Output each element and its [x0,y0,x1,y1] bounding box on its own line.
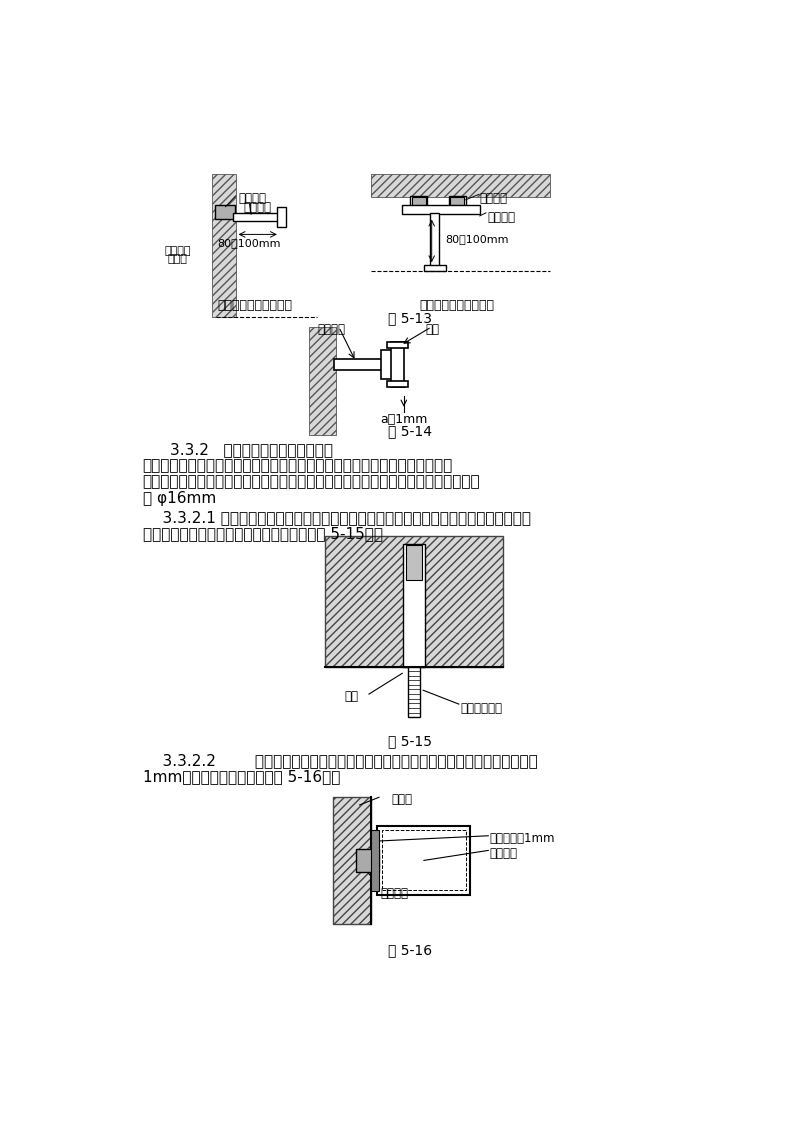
Bar [325,537,503,667]
Text: 3.3.2.1 打膨胀螺栓孔，位置要准确且要垂直于墙面，深度要适当。一向以膨胀螺栓被: 3.3.2.1 打膨胀螺栓孔，位置要准确且要垂直于墙面，深度要适当。一向以膨胀螺… [142,511,530,525]
Bar [406,546,422,580]
Text: 导轨架: 导轨架 [167,254,187,264]
Bar [391,342,404,387]
Text: 图 5-16: 图 5-16 [388,944,432,958]
Text: 80～100mm: 80～100mm [217,238,281,248]
Bar [214,205,235,218]
Text: 导轨: 导轨 [426,323,439,336]
Text: 与墙距离: 与墙距离 [164,246,190,256]
Text: 图 5-14: 图 5-14 [388,424,432,438]
Bar [403,544,425,667]
Text: 预埋钢板: 预埋钢板 [480,192,508,205]
Text: 导轨支架: 导轨支架 [243,201,271,214]
Bar [382,350,392,379]
Bar [402,205,480,214]
Text: 膨胀螺栓: 膨胀螺栓 [381,887,409,900]
Text: 图 5-15: 图 5-15 [388,735,432,748]
Text: 80～100mm: 80～100mm [445,234,508,245]
Text: 固定后，护套外端面和墙壁表面相平为宜（图 5-15）。: 固定后，护套外端面和墙壁表面相平为宜（图 5-15）。 [142,526,382,541]
Text: 垫片厚小于1mm: 垫片厚小于1mm [490,832,555,844]
Bar [356,849,379,872]
Text: 膨胀螺栓护套: 膨胀螺栓护套 [460,702,502,714]
Bar [378,825,470,895]
Text: 导轨支架: 导轨支架 [487,211,515,223]
Text: 混凝土电梯井壁没有预埋铁的情况多使用膨胀螺栓直接固定导轨支架的方法。: 混凝土电梯井壁没有预埋铁的情况多使用膨胀螺栓直接固定导轨支架的方法。 [142,458,453,473]
Text: 于 φ16mm: 于 φ16mm [142,491,216,506]
Bar [450,197,464,205]
Bar [408,667,420,718]
Bar [411,197,426,205]
Bar [310,327,336,435]
Text: 墙面: 墙面 [345,691,359,703]
Text: 使用的膨胀螺栓规格要符合电梯厂图纸要求。若厂家没有要求，膨胀螺栓的规格不小: 使用的膨胀螺栓规格要符合电梯厂图纸要求。若厂家没有要求，膨胀螺栓的规格不小 [142,474,480,490]
Text: 图 5-13: 图 5-13 [388,311,432,325]
Bar [277,207,286,226]
Bar [371,174,550,197]
Bar [334,359,385,370]
Bar [449,196,466,207]
Text: 轿厢导轨支架及基准线: 轿厢导轨支架及基准线 [419,299,494,312]
Text: 导轨支架: 导轨支架 [490,848,518,860]
Bar [430,213,439,267]
Bar [386,342,409,348]
Text: a＜1mm: a＜1mm [380,413,427,426]
Bar [382,831,466,891]
Bar [410,196,427,207]
Bar [333,797,371,925]
Text: 对重导轨支架及基准线: 对重导轨支架及基准线 [218,299,293,312]
Text: 1mm，然后用薄垫片垫实（图 5-16）。: 1mm，然后用薄垫片垫实（图 5-16）。 [142,770,340,784]
Bar [234,213,280,221]
Text: 3.3.2   用膨胀螺栓固定导轨支架：: 3.3.2 用膨胀螺栓固定导轨支架： [170,443,333,457]
Text: 3.3.2.2        若墙面垂直误差较大，可局部剔修，使之和导轨支架接触面间隙不大于: 3.3.2.2 若墙面垂直误差较大，可局部剔修，使之和导轨支架接触面间隙不大于 [142,754,538,769]
Bar [386,380,409,387]
Bar [424,265,446,272]
Text: 导轨支架: 导轨支架 [317,323,345,336]
Text: 预埋钢板: 预埋钢板 [238,192,266,205]
Text: 梯井壁: 梯井壁 [392,794,413,806]
Bar [212,174,236,317]
Bar [371,830,379,891]
